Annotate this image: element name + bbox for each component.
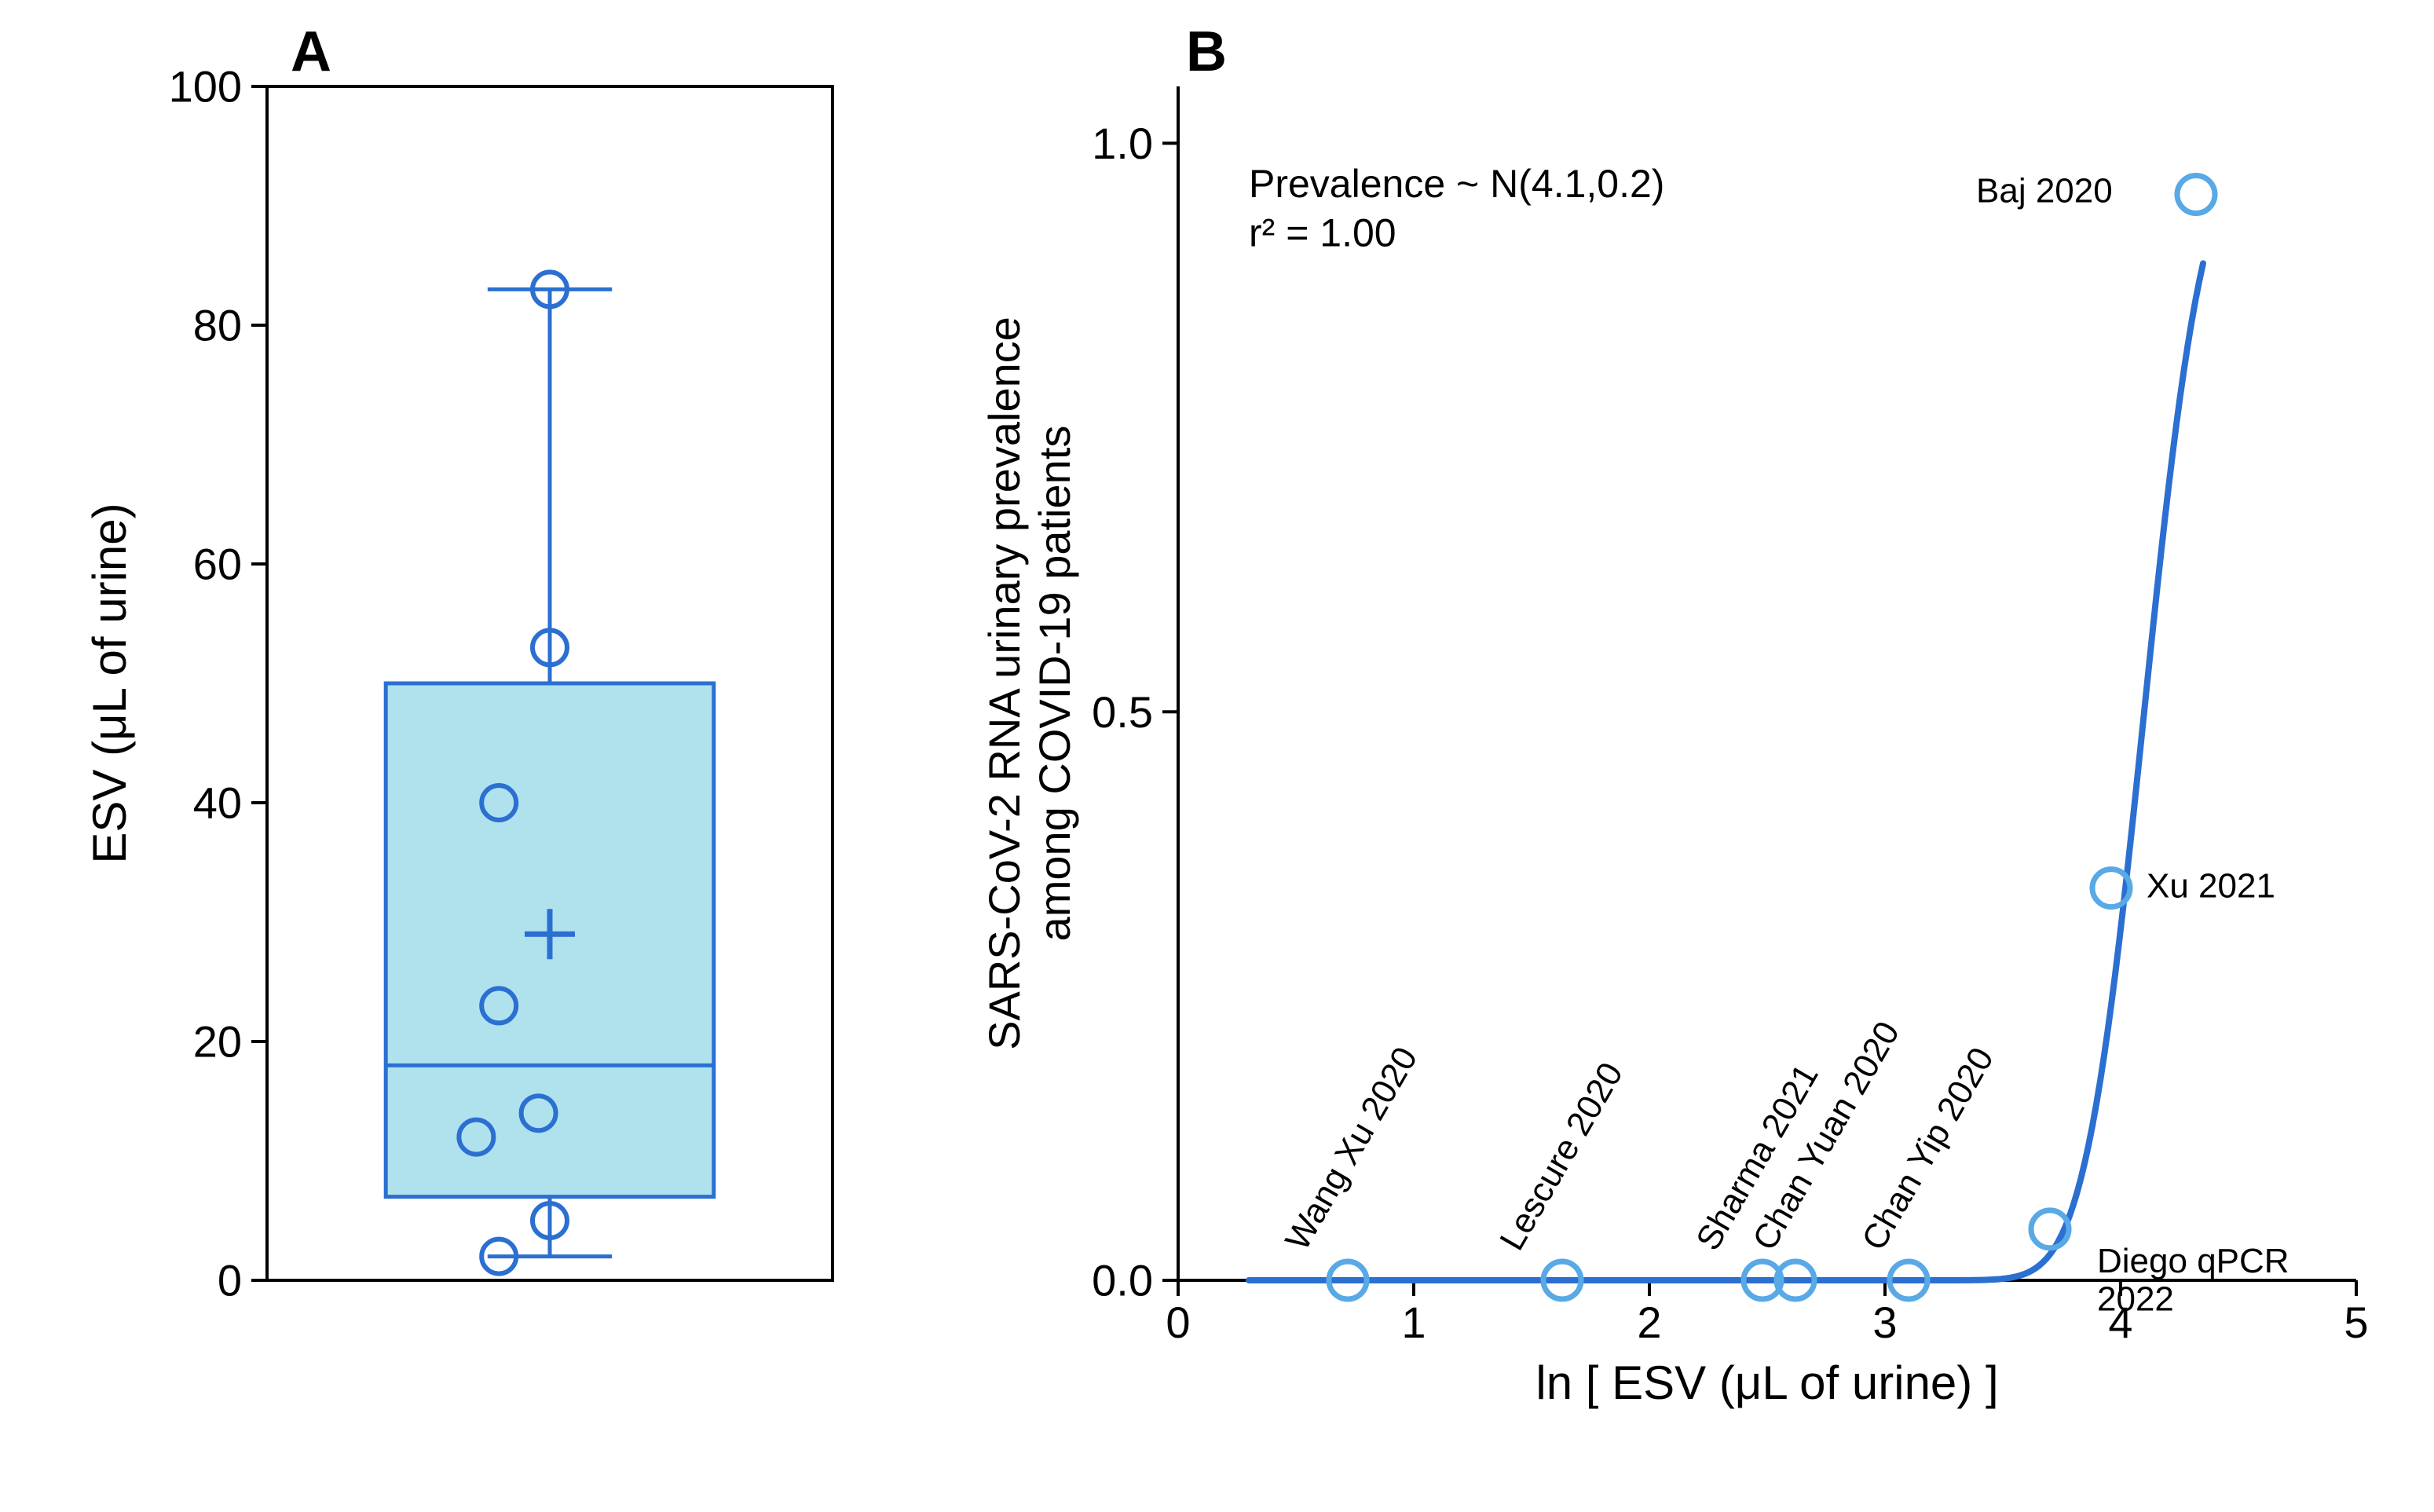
panel-b-xlabel: ln [ ESV (μL of urine) ]	[1535, 1356, 1998, 1409]
panel-a-ytick-label: 40	[193, 778, 242, 828]
panel-b-curve	[1249, 263, 2203, 1280]
panel-b-xtick-label: 1	[1401, 1298, 1426, 1347]
panel-b-ytick-label: 0.5	[1092, 687, 1153, 737]
panel-b-xtick-label: 3	[1872, 1298, 1897, 1347]
panel-a-ylabel: ESV (μL of urine)	[83, 503, 136, 863]
panel-b-label: B	[1186, 20, 1227, 83]
panel-b-xtick-label: 2	[1637, 1298, 1661, 1347]
panel-a-label: A	[291, 20, 331, 83]
panel-b-annotation: Prevalence ~ N(4.1,0.2)	[1249, 162, 1664, 206]
panel-a-ytick-label: 100	[169, 62, 242, 112]
panel-b-xtick-label: 5	[2344, 1298, 2368, 1347]
panel-a-ytick-label: 0	[218, 1256, 242, 1305]
panel-b-point	[2177, 176, 2215, 214]
figure-root: A020406080100ESV (μL of urine)B0123450.0…	[0, 0, 2434, 1512]
panel-b-xtick-label: 0	[1166, 1298, 1190, 1347]
panel-b-ytick-label: 0.0	[1092, 1256, 1153, 1305]
figure-svg: A020406080100ESV (μL of urine)B0123450.0…	[0, 0, 2434, 1512]
panel-b-point-label: 2022	[2097, 1280, 2174, 1318]
panel-b-point-label: Diego qPCR	[2097, 1242, 2289, 1280]
panel-b-ytick-label: 1.0	[1092, 119, 1153, 168]
panel-b-point-label: Lescure 2020	[1492, 1056, 1631, 1257]
panel-a-ytick-label: 60	[193, 540, 242, 589]
panel-a-ytick-label: 20	[193, 1017, 242, 1067]
panel-b-ylabel-line: among COVID-19 patients	[1030, 426, 1079, 942]
panel-b-annotation: r² = 1.00	[1249, 211, 1396, 255]
panel-b-ylabel-line: SARS-CoV-2 RNA urinary prevalence	[979, 317, 1029, 1050]
panel-b-point-label: Xu 2021	[2147, 867, 2275, 906]
panel-b-point-label: Wang Xu 2020	[1278, 1041, 1425, 1257]
panel-a-ytick-label: 80	[193, 301, 242, 350]
panel-b-point-label: Baj 2020	[1976, 172, 2113, 211]
panel-b-ylabel: SARS-CoV-2 RNA urinary prevalenceamong C…	[979, 317, 1079, 1050]
